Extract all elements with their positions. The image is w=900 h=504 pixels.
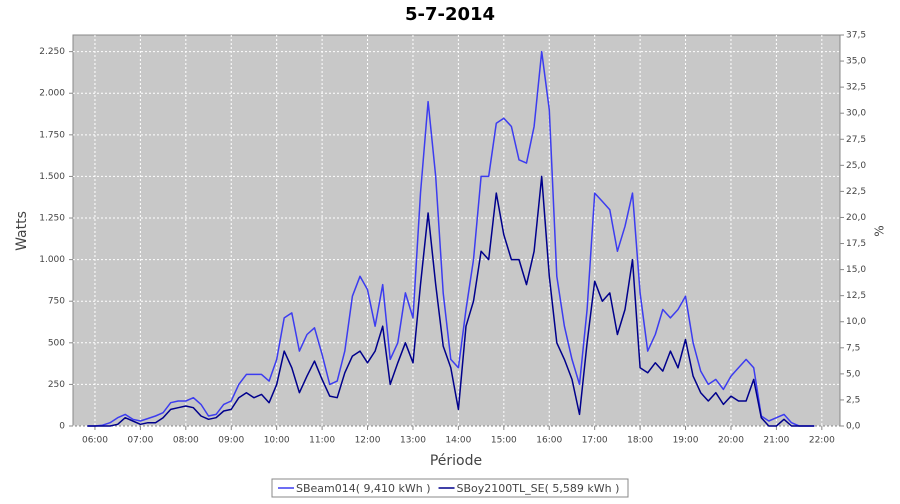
y-tick-label: 2.250 <box>39 47 65 57</box>
x-tick-label: 10:00 <box>264 436 290 446</box>
y-tick-label: 1.250 <box>39 214 65 224</box>
y2-tick-label: 7,5 <box>846 343 860 353</box>
series-line <box>87 175 815 427</box>
y2-tick-label: 27,5 <box>846 135 866 145</box>
x-tick-label: 12:00 <box>355 436 381 446</box>
y2-tick-label: 22,5 <box>846 187 866 197</box>
x-tick-label: 08:00 <box>173 436 199 446</box>
x-tick-label: 22:00 <box>809 436 835 446</box>
y2-tick-label: 32,5 <box>846 83 866 93</box>
y-tick-label: 250 <box>48 380 65 390</box>
y-tick-label: 1.500 <box>39 172 65 182</box>
y2-tick-label: 20,0 <box>846 213 866 223</box>
series-line <box>87 50 815 427</box>
x-tick-label: 18:00 <box>627 436 653 446</box>
y-tick-label: 2.000 <box>39 89 65 99</box>
y2-tick-label: 2,5 <box>846 395 860 405</box>
y2-tick-label: 12,5 <box>846 291 866 301</box>
plot-area <box>72 34 841 427</box>
x-tick-label: 16:00 <box>536 436 562 446</box>
x-axis-label: Période <box>430 453 482 469</box>
y-axis-label: Watts <box>14 211 30 251</box>
x-tick-label: 20:00 <box>718 436 744 446</box>
y2-tick-label: 35,0 <box>846 57 866 67</box>
chart-title: 5-7-2014 <box>405 4 495 25</box>
x-tick-label: 15:00 <box>491 436 517 446</box>
x-tick-label: 06:00 <box>82 436 108 446</box>
y-tick-label: 0 <box>59 422 65 432</box>
x-tick-label: 17:00 <box>582 436 608 446</box>
y-tick-label: 1.000 <box>39 255 65 265</box>
y2-tick-label: 5,0 <box>846 369 861 379</box>
y-tick-label: 1.750 <box>39 130 65 140</box>
x-tick-label: 11:00 <box>309 436 335 446</box>
y-tick-label: 750 <box>48 297 65 307</box>
y-tick-label: 500 <box>48 338 65 348</box>
legend-label: SBoy2100TL_SE( 5,589 kWh ) <box>457 482 620 495</box>
x-tick-label: 09:00 <box>218 436 244 446</box>
x-tick-label: 19:00 <box>673 436 699 446</box>
legend-label: SBeam014( 9,410 kWh ) <box>296 482 431 495</box>
y2-tick-label: 15,0 <box>846 265 866 275</box>
y2-tick-label: 30,0 <box>846 109 866 119</box>
y2-tick-label: 17,5 <box>846 239 866 249</box>
x-tick-label: 14:00 <box>445 436 471 446</box>
y2-axis-label: % <box>873 225 887 236</box>
y2-tick-label: 0,0 <box>846 422 861 432</box>
y2-tick-label: 10,0 <box>846 317 866 327</box>
x-tick-label: 07:00 <box>127 436 153 446</box>
y2-tick-label: 37,5 <box>846 31 866 41</box>
y2-tick-label: 25,0 <box>846 161 866 171</box>
x-tick-label: 21:00 <box>763 436 789 446</box>
x-tick-label: 13:00 <box>400 436 426 446</box>
